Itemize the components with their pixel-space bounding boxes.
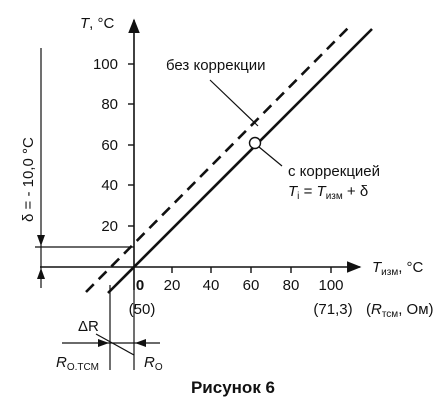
x-axis-title: Tизм, °C: [372, 259, 424, 278]
y-ticks: [128, 63, 134, 227]
delta-r-label: ΔR: [78, 318, 99, 335]
x-ticks: [171, 267, 332, 273]
r-o-label: RО: [144, 354, 163, 373]
uncorrected-leader: [209, 79, 259, 127]
y-tick-label: 100: [93, 56, 118, 73]
offset-arrow-down: [37, 235, 45, 246]
resistance-end-label: (71,3): [313, 301, 352, 318]
y-tick-label: 40: [101, 177, 118, 194]
r-arrow-right: [98, 339, 109, 347]
delta-r-leader: [95, 333, 135, 356]
corrected-leader: [258, 146, 283, 167]
y-axis-title: T, °C: [80, 15, 115, 32]
offset-arrow-up: [37, 268, 45, 279]
x-tick-label: 80: [283, 277, 300, 294]
x-tick-label: 100: [318, 277, 343, 294]
resistance-start-label: (50): [129, 301, 156, 318]
r-arrow-left: [135, 339, 146, 347]
x-tick-label: 40: [203, 277, 220, 294]
x-tick-label: 20: [164, 277, 181, 294]
corrected-point-marker: [248, 136, 262, 150]
corrected-formula: Ti = Tизм + δ: [288, 183, 368, 202]
resistance-axis-label: (Rтсм, Ом): [366, 301, 434, 320]
offset-label: δ = - 10,0 °C: [20, 137, 37, 222]
x-tick-label: 0: [136, 277, 144, 294]
y-tick-label: 20: [101, 218, 118, 235]
y-tick-label: 80: [101, 96, 118, 113]
y-tick-label: 60: [101, 137, 118, 154]
corrected-line: [107, 28, 373, 294]
r-otsm-label: RО.ТСМ: [56, 354, 99, 373]
x-tick-label: 60: [243, 277, 260, 294]
uncorrected-label: без коррекции: [166, 57, 266, 74]
corrected-label: с коррекцией: [288, 163, 380, 180]
figure-caption: Рисунок 6: [191, 378, 275, 397]
